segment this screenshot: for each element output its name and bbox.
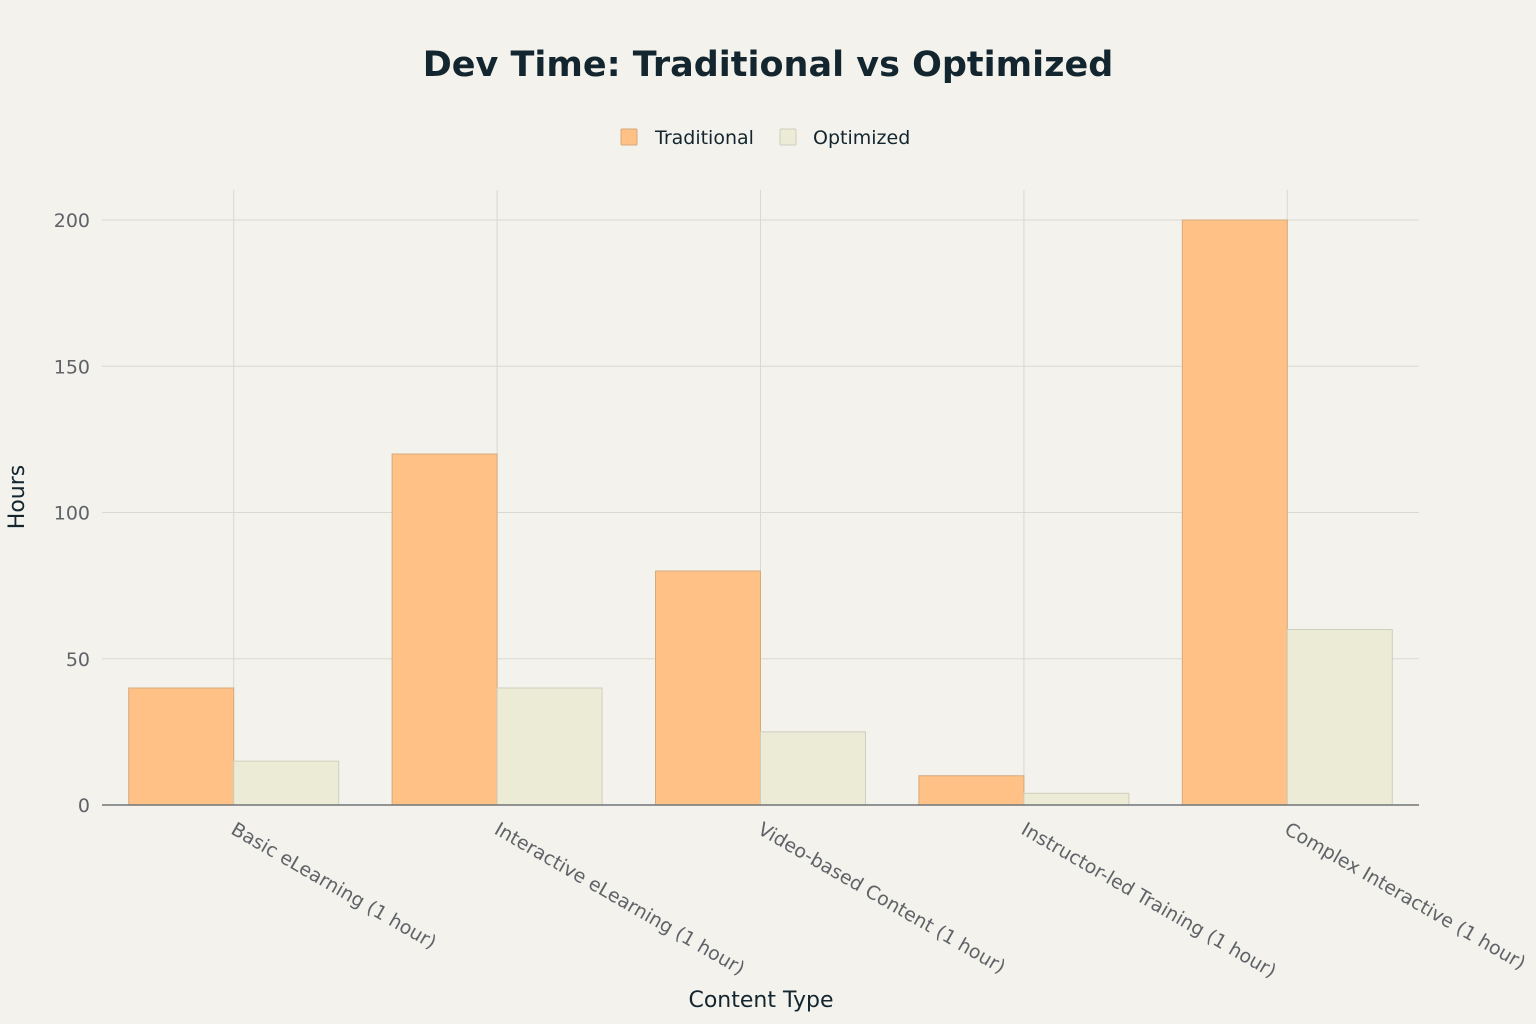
bar-optimized-1 <box>496 687 603 806</box>
bar-optimized-4 <box>1286 629 1393 806</box>
x-tick-label-1: Interactive eLearning (1 hour) <box>491 818 749 980</box>
y-tick-label-2: 100 <box>54 503 90 525</box>
legend-swatch-traditional <box>620 128 638 146</box>
x-tick-label-3: Instructor-led Training (1 hour) <box>1017 818 1279 982</box>
x-tick-label-0: Basic eLearning (1 hour) <box>227 818 440 954</box>
x-axis-title: Content Type <box>688 988 833 1013</box>
bar-traditional-2 <box>655 570 761 806</box>
x-tick-label-2: Video-based Content (1 hour) <box>754 818 1009 978</box>
y-axis-title: Hours <box>5 465 30 529</box>
y-tick-labels: 0 50 100 150 200 <box>54 210 90 817</box>
x-tick-labels: Basic eLearning (1 hour) Interactive eLea… <box>227 818 1529 982</box>
y-tick-label-3: 150 <box>54 356 90 378</box>
legend-label-traditional: Traditional <box>654 127 754 149</box>
legend: Traditional Optimized <box>620 127 910 149</box>
bar-traditional-1 <box>391 453 498 806</box>
bar-optimized-3 <box>1023 792 1130 806</box>
bar-traditional-0 <box>128 687 235 806</box>
bar-traditional-3 <box>918 775 1025 806</box>
bars <box>128 219 1393 806</box>
bar-optimized-0 <box>233 760 340 806</box>
y-tick-label-0: 0 <box>78 795 90 817</box>
y-tick-label-1: 50 <box>66 649 90 671</box>
y-tick-label-4: 200 <box>54 210 90 232</box>
x-tick-label-4: Complex Interactive (1 hour) <box>1281 818 1530 974</box>
chart-title: Dev Time: Traditional vs Optimized <box>423 45 1114 85</box>
legend-label-optimized: Optimized <box>813 127 910 149</box>
bar-traditional-4 <box>1181 219 1288 806</box>
bar-optimized-2 <box>760 731 866 806</box>
legend-swatch-optimized <box>779 128 797 146</box>
